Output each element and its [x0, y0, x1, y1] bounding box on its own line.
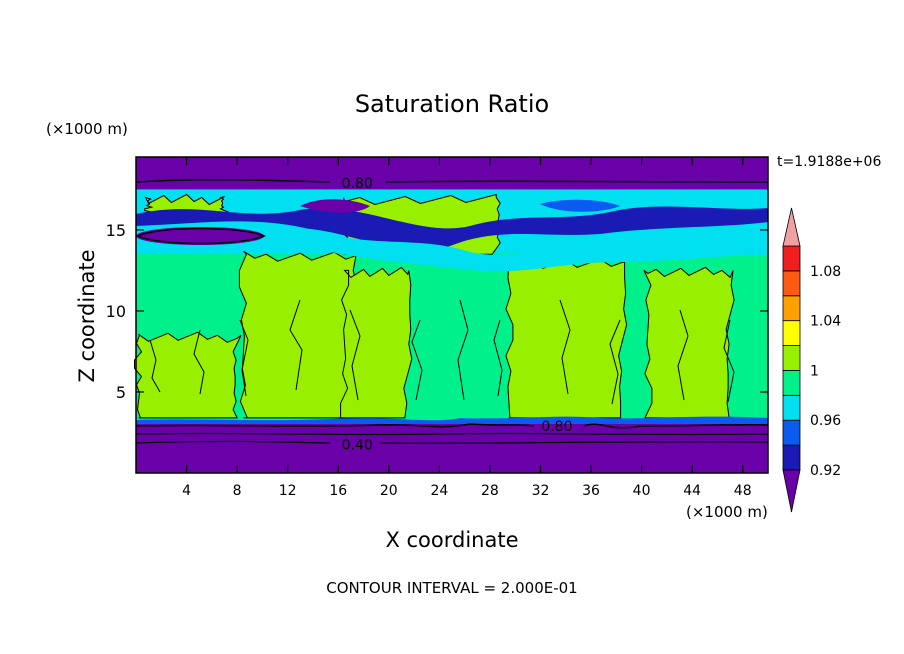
colorbar-tick-label: 1.08 — [810, 264, 841, 280]
colorbar-top-arrow — [782, 207, 801, 247]
x-tick-label: 12 — [279, 483, 297, 499]
supersaturated-cell — [144, 193, 230, 215]
chart-title: Saturation Ratio — [355, 90, 549, 118]
supersaturated-cell — [134, 331, 242, 419]
supersaturated-cell — [238, 250, 362, 419]
x-unit-label: (×1000 m) — [686, 503, 768, 521]
z-tick-label: 5 — [116, 383, 126, 402]
colorbar-tick-label: 1 — [810, 363, 819, 379]
contour-label: 0.80 — [541, 419, 572, 435]
colorbar: 0.92 0.96 1 1.04 1.08 — [782, 207, 841, 513]
z-unit-label: (×1000 m) — [46, 120, 128, 138]
supersaturated-cell — [340, 266, 413, 419]
contour-interval-note: CONTOUR INTERVAL = 2.000E-01 — [326, 579, 577, 597]
colorbar-segment — [782, 295, 801, 322]
layer-dry-bottom — [136, 421, 768, 473]
time-label: t=1.9188e+06 — [777, 154, 881, 170]
x-tick-label: 48 — [734, 483, 752, 499]
plot-frame — [135, 156, 769, 474]
dry-pocket-contour — [136, 227, 266, 245]
contour-labels: 0.80 0.80 0.40 — [342, 176, 573, 454]
cloud-edge-contours — [149, 299, 735, 405]
supersaturated-cell — [505, 258, 628, 419]
colorbar-segment — [782, 345, 801, 371]
supersaturated-cells — [134, 193, 735, 419]
x-tick-label: 24 — [430, 483, 448, 499]
colorbar-segment — [782, 444, 801, 471]
cloud-base-band — [136, 416, 768, 424]
plot-detail-shapes — [135, 178, 769, 444]
x-tick-label: 20 — [380, 483, 398, 499]
x-tick-label: 4 — [182, 483, 191, 499]
colorbar-tick-label: 1.04 — [810, 314, 841, 330]
colorbar-bottom-arrow — [782, 469, 801, 513]
upper-dark-patch-2 — [540, 199, 620, 212]
colorbar-segment — [782, 245, 801, 272]
z-tick-label: 15 — [106, 221, 126, 240]
contour-label: 0.40 — [342, 438, 373, 454]
x-axis-title: X coordinate — [385, 528, 518, 552]
z-tick-label: 10 — [106, 302, 126, 321]
contour-line-080-bottom — [135, 423, 769, 429]
colorbar-tick-label: 0.96 — [810, 413, 841, 429]
upper-dark-patch — [300, 199, 370, 213]
z-axis-title: Z coordinate — [75, 249, 99, 382]
supersaturated-cell — [643, 266, 735, 419]
x-tick-label: 40 — [633, 483, 651, 499]
upper-blue-band — [136, 206, 768, 251]
colorbar-segment — [782, 394, 801, 421]
x-tick-label: 32 — [532, 483, 550, 499]
z-axis-ticks: 5 10 15 — [106, 221, 768, 402]
colorbar-segment — [782, 320, 801, 346]
x-tick-label: 16 — [329, 483, 347, 499]
dry-pocket — [136, 227, 264, 245]
colorbar-segment — [782, 270, 801, 297]
x-tick-label: 8 — [233, 483, 242, 499]
plot-area: 0.800.800.40 4 8 12 16 20 24 28 32 36 40 44 48 5101… — [106, 156, 769, 499]
contour-line-060 — [135, 432, 769, 436]
contour-line-040 — [135, 440, 769, 444]
colorbar-tick-label: 0.92 — [810, 463, 841, 479]
contour-line-080-top — [135, 178, 769, 183]
colorbar-segment — [782, 370, 801, 396]
contour-label: 0.80 — [342, 176, 373, 192]
x-tick-label: 36 — [582, 483, 600, 499]
x-axis-ticks: 4 8 12 16 20 24 28 32 36 40 44 48 — [182, 157, 752, 499]
x-tick-label: 28 — [481, 483, 499, 499]
layer-dry-top — [136, 157, 768, 190]
upper-light-blue-band — [136, 221, 768, 272]
x-tick-label: 44 — [683, 483, 701, 499]
colorbar-segment — [782, 419, 801, 446]
